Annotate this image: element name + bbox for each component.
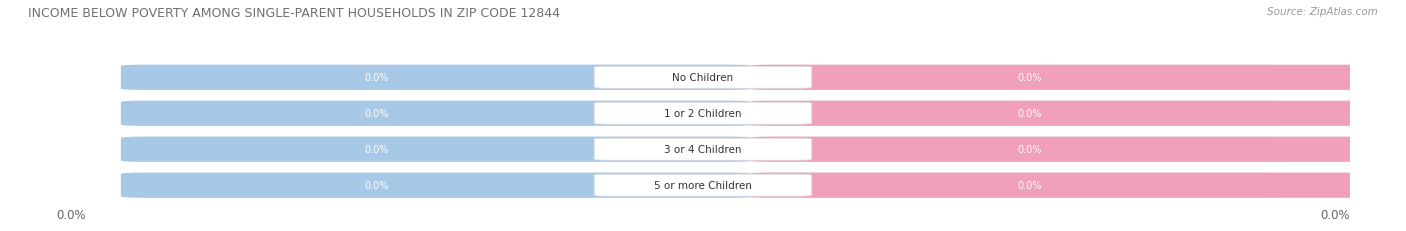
FancyBboxPatch shape	[121, 65, 749, 91]
Text: INCOME BELOW POVERTY AMONG SINGLE-PARENT HOUSEHOLDS IN ZIP CODE 12844: INCOME BELOW POVERTY AMONG SINGLE-PARENT…	[28, 7, 560, 20]
FancyBboxPatch shape	[595, 174, 811, 196]
FancyBboxPatch shape	[595, 139, 811, 161]
Text: 0.0%: 0.0%	[364, 109, 389, 119]
Text: 1 or 2 Children: 1 or 2 Children	[664, 109, 742, 119]
Text: 0.0%: 0.0%	[1017, 145, 1042, 155]
Text: 0.0%: 0.0%	[1320, 208, 1350, 221]
FancyBboxPatch shape	[121, 65, 1285, 91]
FancyBboxPatch shape	[749, 137, 1379, 162]
FancyBboxPatch shape	[749, 173, 1379, 198]
Text: 5 or more Children: 5 or more Children	[654, 180, 752, 190]
Text: 0.0%: 0.0%	[56, 208, 86, 221]
FancyBboxPatch shape	[121, 137, 749, 162]
Text: No Children: No Children	[672, 73, 734, 83]
FancyBboxPatch shape	[749, 65, 1379, 91]
FancyBboxPatch shape	[121, 173, 1285, 198]
FancyBboxPatch shape	[595, 67, 811, 89]
FancyBboxPatch shape	[121, 137, 1285, 162]
FancyBboxPatch shape	[121, 101, 1285, 126]
Text: 0.0%: 0.0%	[364, 145, 389, 155]
Text: 0.0%: 0.0%	[364, 73, 389, 83]
Text: 3 or 4 Children: 3 or 4 Children	[664, 145, 742, 155]
FancyBboxPatch shape	[121, 173, 749, 198]
Text: 0.0%: 0.0%	[1017, 109, 1042, 119]
Text: 0.0%: 0.0%	[1017, 73, 1042, 83]
Text: Source: ZipAtlas.com: Source: ZipAtlas.com	[1267, 7, 1378, 17]
FancyBboxPatch shape	[749, 101, 1379, 126]
Text: 0.0%: 0.0%	[1017, 180, 1042, 190]
FancyBboxPatch shape	[595, 103, 811, 125]
FancyBboxPatch shape	[121, 101, 749, 126]
Text: 0.0%: 0.0%	[364, 180, 389, 190]
